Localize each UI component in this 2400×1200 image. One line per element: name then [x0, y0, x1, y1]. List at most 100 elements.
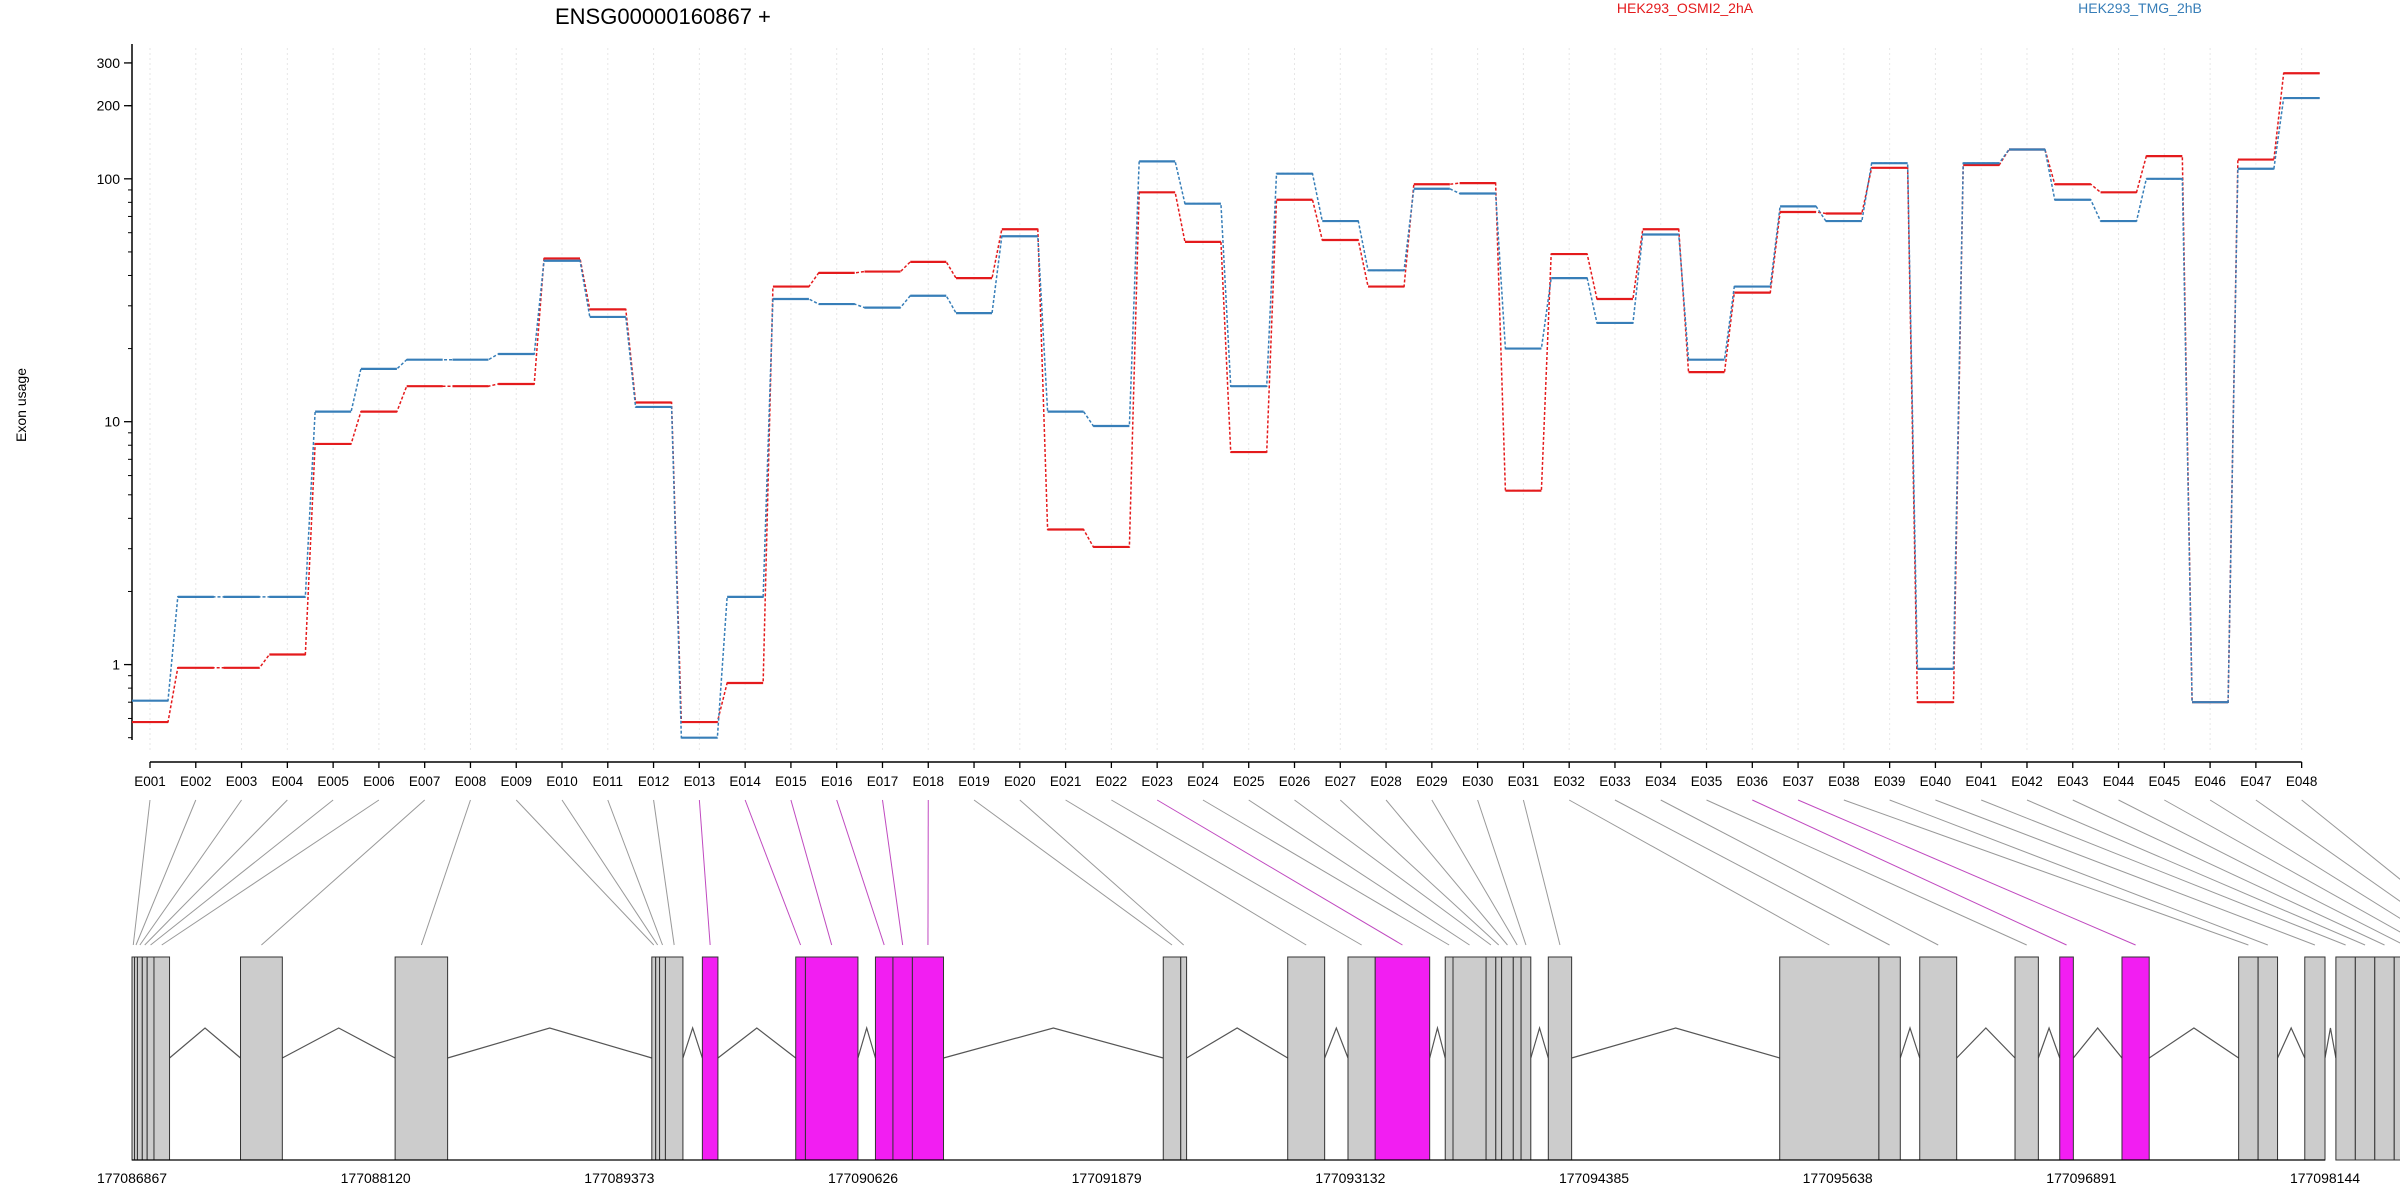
x-tick-label: E006 [363, 774, 395, 789]
exon-connector [1522, 799, 1561, 946]
exon-box [1180, 956, 1188, 1161]
series-layer [132, 72, 2320, 739]
x-tick-label: E035 [1691, 774, 1723, 789]
coord-tick-label: 177086867 [97, 1170, 167, 1186]
exon-connector [1752, 799, 2067, 946]
exon-box [2374, 956, 2395, 1161]
x-tick-label: E009 [500, 774, 532, 789]
exon-connector [261, 799, 426, 946]
x-tick-label: E037 [1782, 774, 1814, 789]
x-tick-label: E014 [729, 774, 761, 789]
exon-box [240, 956, 283, 1161]
coord-tick-label: 177091879 [1072, 1170, 1142, 1186]
intron-line [1571, 1027, 1780, 1059]
exon-box [1512, 956, 1522, 1161]
exon-box [1919, 956, 1958, 1161]
y-tick-label: 100 [97, 171, 121, 187]
exon-connector [1156, 799, 1403, 946]
x-tick-label: E029 [1416, 774, 1448, 789]
intron-line [169, 1027, 241, 1059]
exon-connector [1202, 799, 1450, 946]
x-tick-label: E031 [1508, 774, 1540, 789]
exon-box [1444, 956, 1454, 1161]
exon-box [146, 956, 155, 1161]
intron-line [282, 1027, 396, 1059]
exon-box [1779, 956, 1880, 1161]
x-tick-label: E021 [1050, 774, 1082, 789]
exon-box [911, 956, 945, 1161]
exon-box [701, 956, 719, 1161]
x-tick-label: E022 [1096, 774, 1128, 789]
x-tick-label: E015 [775, 774, 807, 789]
intron-line [717, 1027, 797, 1059]
exon-box [2059, 956, 2074, 1161]
x-tick-label: E017 [867, 774, 899, 789]
exon-connector [1019, 799, 1185, 946]
exon-box [2304, 956, 2326, 1161]
exon-box [874, 956, 894, 1161]
x-tick-label: E040 [1920, 774, 1952, 789]
exon-connector [1248, 799, 1470, 946]
exon-connector [132, 799, 151, 946]
y-tick-label: 10 [104, 414, 120, 430]
x-tick-label: E016 [821, 774, 853, 789]
exon-connector [790, 799, 833, 946]
x-tick-label: E024 [1187, 774, 1219, 789]
exon-box [795, 956, 806, 1161]
intron-line [1956, 1027, 2016, 1059]
coord-tick-label: 177090626 [828, 1170, 898, 1186]
exon-box [1374, 956, 1431, 1161]
exon-connector [161, 799, 380, 946]
exon-connector [561, 799, 659, 946]
x-tick-label: E011 [593, 774, 624, 789]
x-tick-label: E042 [2011, 774, 2043, 789]
x-axis: E001 E002 E003 E004 E005 E006 E007 E008 E009 E010… [134, 761, 2317, 789]
x-tick-label: E012 [638, 774, 670, 789]
exon-box [1878, 956, 1901, 1161]
intron-line [1530, 1025, 1549, 1059]
exon-box [2014, 956, 2039, 1161]
grid-lines [149, 48, 2303, 752]
x-tick-label: E030 [1462, 774, 1494, 789]
exon-box [1520, 956, 1532, 1161]
coord-tick-label: 177093132 [1315, 1170, 1385, 1186]
x-tick-label: E004 [272, 774, 304, 789]
exon-connector [135, 799, 197, 946]
intron-line [1324, 1026, 1349, 1059]
exon-box [659, 956, 666, 1161]
exon-box [2354, 956, 2376, 1161]
x-tick-label: E008 [455, 774, 487, 789]
x-tick-label: E020 [1004, 774, 1036, 789]
intron-line [1899, 1026, 1921, 1059]
exon-connector [1935, 799, 2316, 946]
x-tick-label: E026 [1279, 774, 1311, 789]
exon-connector [973, 799, 1173, 946]
x-tick-label: E034 [1645, 774, 1677, 789]
exon-box [1547, 956, 1573, 1161]
exon-connector [1889, 799, 2269, 946]
coord-tick-label: 177089373 [584, 1170, 654, 1186]
exon-box [804, 956, 859, 1161]
exon-box [1501, 956, 1514, 1161]
x-tick-label: E023 [1141, 774, 1173, 789]
exon-connector [2301, 799, 2400, 880]
exon-connector [744, 799, 802, 946]
x-tick-label: E010 [546, 774, 578, 789]
x-tick-label: E028 [1370, 774, 1402, 789]
exon-box [1347, 956, 1376, 1161]
exon-connector [144, 799, 288, 946]
y-axis-label: Exon usage [13, 368, 29, 442]
exon-box [394, 956, 449, 1161]
intron-line [2072, 1027, 2123, 1059]
exon-box [2393, 956, 2400, 1161]
x-tick-label: E019 [958, 774, 990, 789]
exon-connector [836, 799, 885, 946]
y-tick-label: 200 [97, 98, 121, 114]
y-axis: 300 200 100 10 1 [97, 44, 133, 740]
series-2 [132, 96, 2320, 739]
gene-model [131, 956, 2400, 1161]
intron-line [1186, 1027, 1289, 1059]
exon-connector [2118, 799, 2400, 944]
intron-line [447, 1027, 652, 1059]
exon-connector [1477, 799, 1527, 946]
